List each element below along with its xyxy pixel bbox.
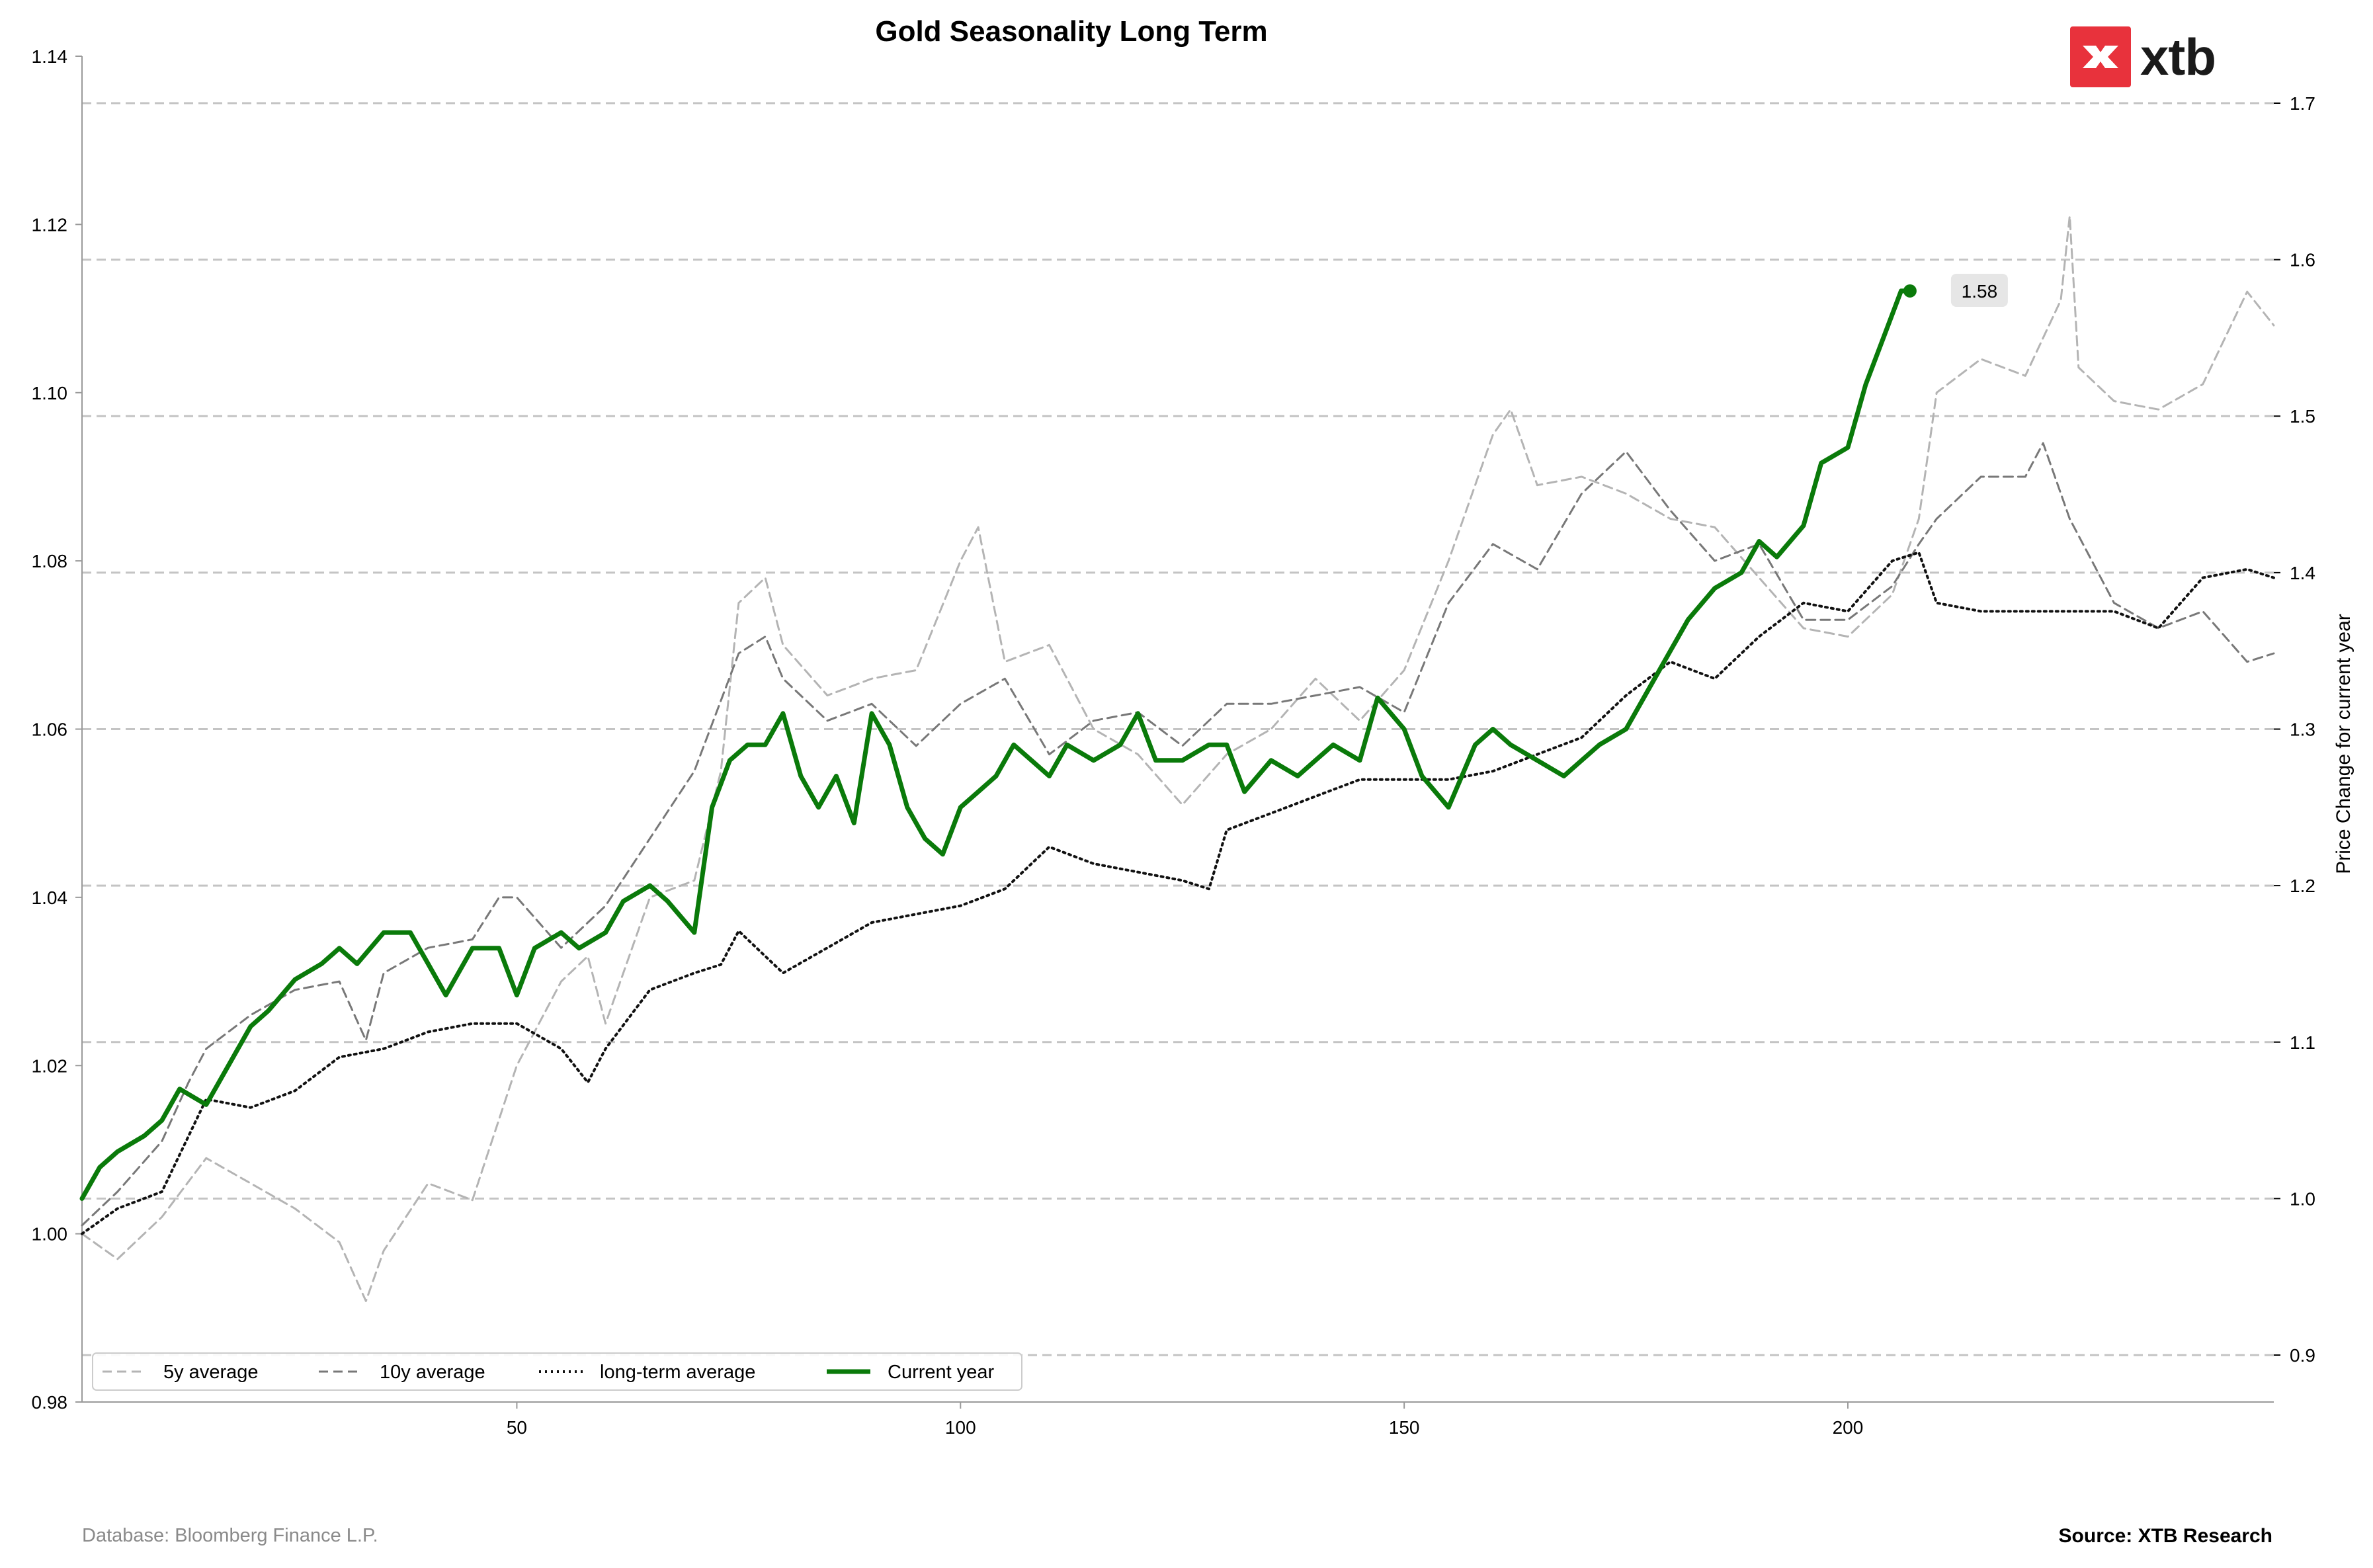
right-tick-label: 1.2	[2290, 876, 2315, 896]
end-label-box	[1950, 273, 2008, 307]
series-line-10y-average	[81, 442, 2275, 1227]
legend-label: long-term average	[600, 1362, 755, 1383]
legend-label: Current year	[888, 1362, 995, 1383]
right-tick-label: 1.0	[2290, 1188, 2315, 1209]
footer-source: Source: XTB Research	[2058, 1525, 2272, 1547]
chart-title: Gold Seasonality Long Term	[875, 15, 1267, 48]
footer-database: Database: Bloomberg Finance L.P.	[82, 1525, 378, 1546]
right-tick-label: 1.3	[2290, 720, 2315, 740]
legend: 5y average 10y average long-term average Cu…	[92, 1352, 1022, 1391]
x-tick-label: 150	[1389, 1417, 1420, 1438]
right-tick-label: 1.5	[2290, 406, 2315, 427]
right-tick-label: 1.7	[2290, 93, 2315, 114]
x-tick-label: 50	[507, 1417, 527, 1438]
axes	[75, 56, 2280, 1409]
left-tick-label: 1.04	[32, 887, 68, 908]
gridlines	[82, 102, 2274, 1356]
xtb-logo: xtb	[2070, 26, 2216, 87]
left-tick-label: 1.12	[32, 214, 68, 235]
series-line-5y-average	[81, 215, 2275, 1302]
xtb-logo-text: xtb	[2140, 27, 2216, 86]
left-tick-label: 1.10	[32, 383, 68, 403]
left-tick-label: 1.00	[32, 1224, 68, 1245]
series-line-current-year	[79, 288, 1913, 1201]
left-tick-label: 1.02	[32, 1055, 68, 1076]
tick-labels: 0.98 1.00 1.02 1.04 1.06 1.08 1.10 1.12 1.14 0.9 1…	[32, 46, 2315, 1438]
legend-label: 5y average	[163, 1362, 259, 1383]
right-tick-label: 1.1	[2290, 1032, 2315, 1053]
left-tick-label: 1.06	[32, 720, 68, 740]
right-tick-label: 1.4	[2290, 563, 2315, 583]
series-line-long-term-average	[81, 551, 2275, 1235]
left-tick-label: 1.08	[32, 551, 68, 571]
x-tick-label: 100	[945, 1417, 976, 1438]
legend-label: 10y average	[380, 1362, 485, 1383]
right-axis-label: Price Change for current year	[2333, 614, 2354, 874]
end-label-text: 1.58	[1962, 281, 1998, 302]
xtb-logo-mark-icon	[2070, 26, 2131, 87]
end-value-label: 1.58	[1903, 273, 2008, 307]
x-tick-label: 200	[1833, 1417, 1864, 1438]
series-lines	[79, 215, 2275, 1302]
right-tick-label: 1.6	[2290, 250, 2315, 270]
right-tick-label: 0.9	[2290, 1345, 2315, 1366]
left-tick-label: 1.14	[32, 46, 68, 67]
left-tick-label: 0.98	[32, 1392, 68, 1413]
end-point-marker	[1903, 284, 1917, 298]
